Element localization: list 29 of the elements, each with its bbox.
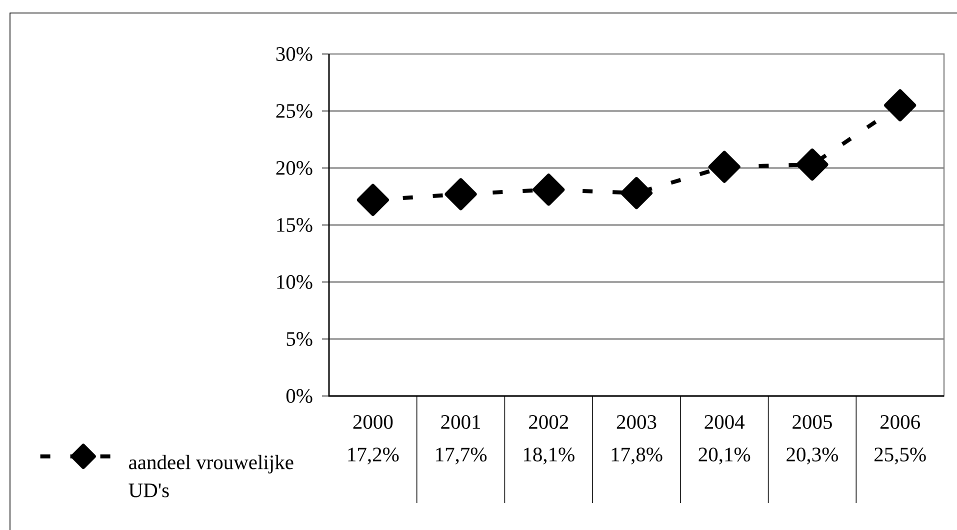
point xyxy=(620,177,653,210)
data-label: 17,7% xyxy=(436,448,487,464)
data-label: 20,1% xyxy=(698,448,750,464)
y-tick-label: 15% xyxy=(277,218,312,232)
x-tick-label: 2003 xyxy=(616,415,656,429)
x-tick-label: 2004 xyxy=(704,415,745,429)
point xyxy=(796,148,828,181)
point xyxy=(884,89,916,122)
y-tick-label: 30% xyxy=(276,47,312,61)
point xyxy=(444,178,477,210)
y-tick-label: 20% xyxy=(276,161,312,175)
point xyxy=(356,184,389,216)
y-tick-label: 0% xyxy=(286,389,312,403)
x-tick-label: 2002 xyxy=(529,415,568,429)
legend-label: aandeel vrouwelijke UD's xyxy=(128,454,294,498)
x-tick-label: 2006 xyxy=(880,415,920,429)
data-label: 25,5% xyxy=(874,448,926,464)
y-tick-label: 25% xyxy=(276,104,312,118)
x-tick-label: 2001 xyxy=(441,415,480,429)
point xyxy=(708,150,740,183)
data-label: 20,3% xyxy=(786,448,838,464)
y-tick-label: 5% xyxy=(286,332,312,346)
x-tick-label: 2000 xyxy=(353,415,393,429)
point xyxy=(532,174,565,206)
y-tick-label: 10% xyxy=(277,275,312,289)
data-label: 17,8% xyxy=(612,448,662,464)
data-label: 18,1% xyxy=(524,448,574,464)
x-tick-label: 2005 xyxy=(792,415,832,429)
data-label: 17,2% xyxy=(348,448,399,464)
